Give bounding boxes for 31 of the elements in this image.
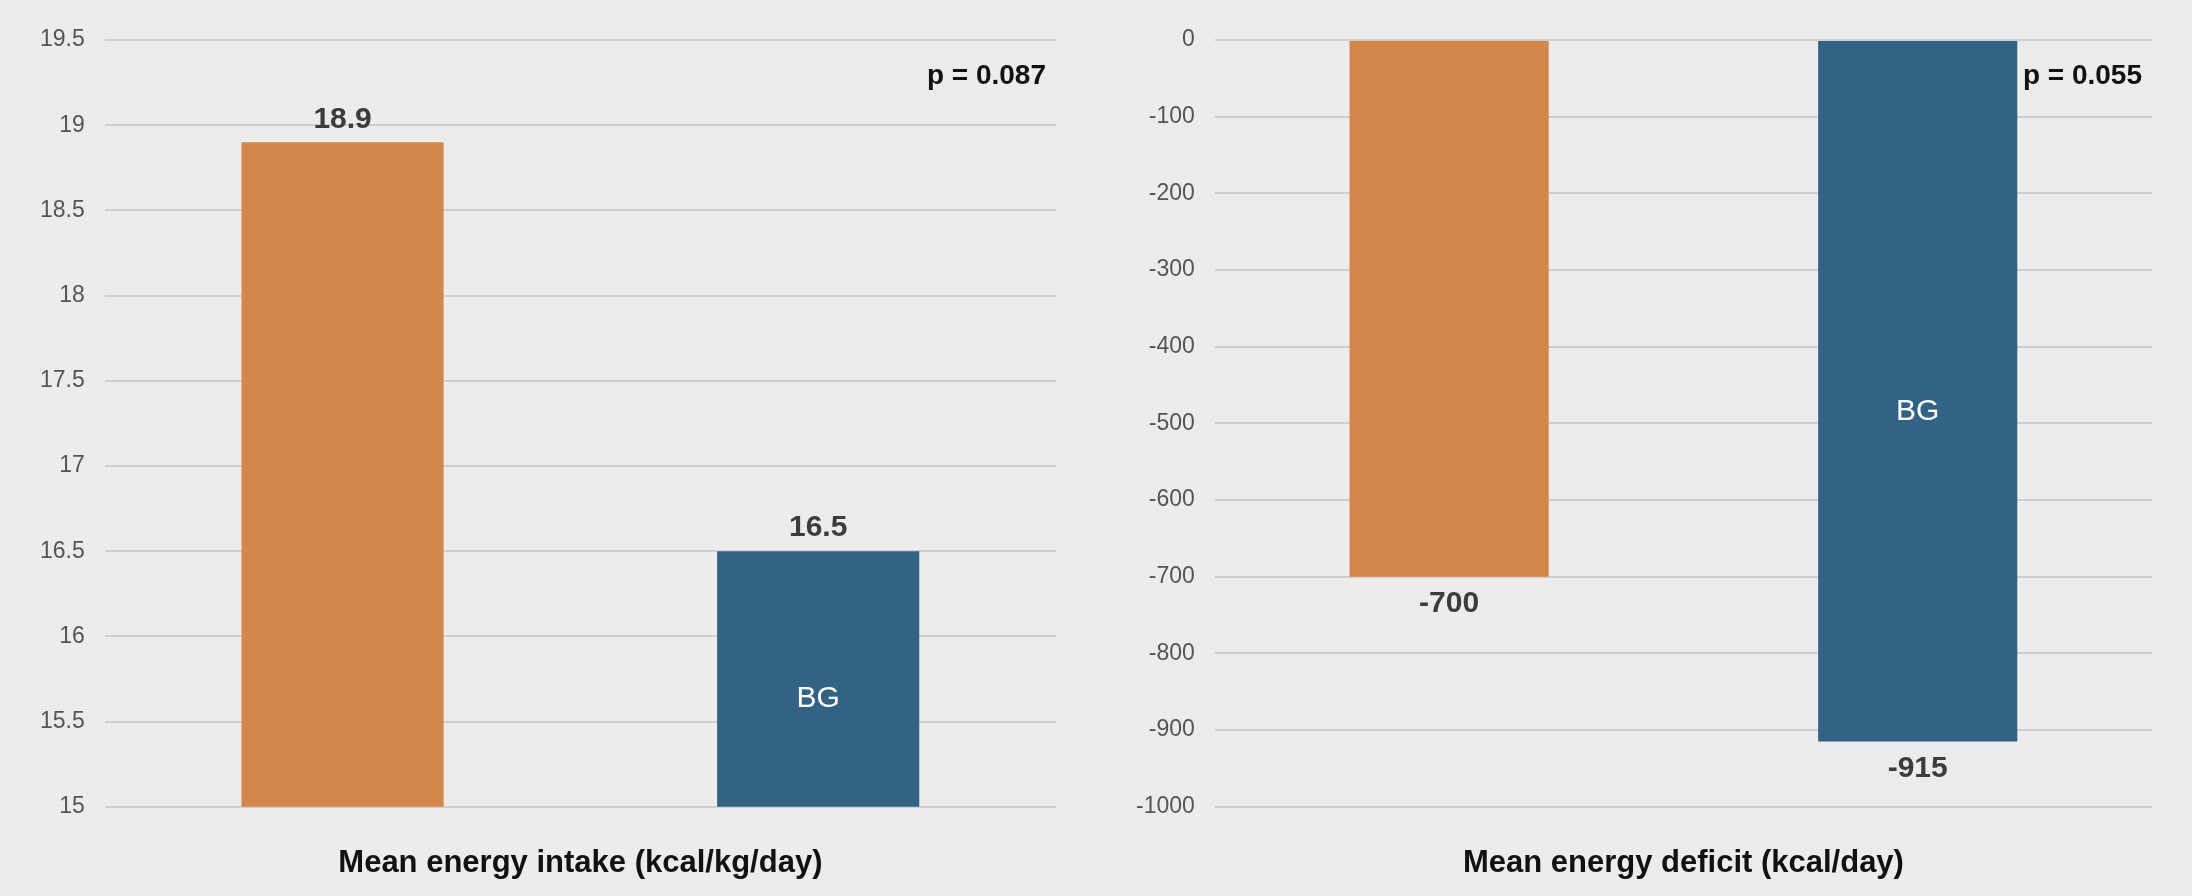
annotation: BG <box>796 680 840 714</box>
annotation: p = 0.055 <box>2022 58 2142 90</box>
y-tick-label: -700 <box>1148 562 1195 589</box>
y-tick-label: 19.5 <box>40 25 85 52</box>
y-tick-label: -300 <box>1148 255 1195 282</box>
y-tick-label: 18.5 <box>40 195 85 222</box>
y-tick-label: 16 <box>59 621 85 648</box>
data-label: 16.5 <box>789 509 848 543</box>
y-tick-label: 16.5 <box>40 536 85 563</box>
y-tick-label: -200 <box>1148 178 1195 205</box>
x-axis-title: Mean energy deficit (kcal/day) <box>1462 843 1904 879</box>
y-tick-label: -600 <box>1148 485 1195 512</box>
annotation: p = 0.087 <box>926 58 1046 90</box>
y-tick-label: 0 <box>1182 25 1195 52</box>
y-tick-label: -500 <box>1148 408 1195 435</box>
y-tick-label: -1000 <box>1136 792 1195 819</box>
y-tick-label: 17 <box>59 451 85 478</box>
y-tick-label: 17.5 <box>40 366 85 393</box>
annotation: BG <box>1896 392 1940 426</box>
y-tick-label: -100 <box>1148 102 1195 129</box>
data-label: -700 <box>1419 585 1480 619</box>
x-axis-title: Mean energy intake (kcal/kg/day) <box>338 843 823 879</box>
y-tick-label: 19 <box>59 110 85 137</box>
y-tick-label: 15 <box>59 792 85 819</box>
y-tick-label: -900 <box>1148 715 1195 742</box>
y-tick-label: 15.5 <box>40 706 85 733</box>
y-tick-label: 18 <box>59 280 85 307</box>
data-label: -915 <box>1887 749 1948 783</box>
y-tick-label: -400 <box>1148 332 1195 359</box>
data-label: 18.9 <box>313 100 372 134</box>
y-tick-label: -800 <box>1148 638 1195 665</box>
